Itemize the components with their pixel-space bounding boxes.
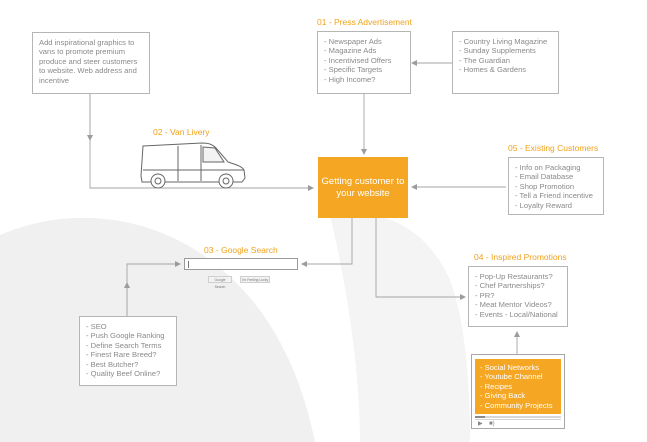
list-item: Shop Promotion: [515, 182, 597, 191]
video-screen[interactable]: Social Networks Youtube Channel Recipes …: [475, 359, 561, 414]
list-item: Newspaper Ads: [324, 37, 404, 46]
center-goal-box: Getting customer to your website: [318, 157, 408, 218]
van-description: Add inspirational graphics to vans to pr…: [39, 38, 138, 85]
list-item: Events - Local/National: [475, 310, 561, 319]
list-item: Email Database: [515, 172, 597, 181]
press-ads-box: Newspaper Ads Magazine Ads Incentivised …: [317, 31, 411, 94]
center-label: Getting customer to your website: [321, 175, 405, 199]
video-player[interactable]: Social Networks Youtube Channel Recipes …: [471, 354, 565, 429]
volume-icon[interactable]: ■): [489, 421, 495, 427]
list-item: Incentivised Offers: [324, 56, 404, 65]
list-item: Loyalty Reward: [515, 201, 597, 210]
list-item: Finest Rare Breed?: [86, 350, 170, 359]
section-title-press: 01 - Press Advertisement: [317, 17, 412, 27]
text-cursor: [188, 261, 189, 268]
list-item: Community Projects: [480, 401, 556, 410]
list-item: Giving Back: [480, 391, 556, 400]
list-item: Specific Targets: [324, 65, 404, 74]
list-item: Meat Mentor Videos?: [475, 300, 561, 309]
list-item: Country Living Magazine: [459, 37, 552, 46]
video-controls: ▶ ■): [475, 419, 561, 427]
play-icon[interactable]: ▶: [478, 421, 483, 427]
section-title-promotions: 04 - Inspired Promotions: [474, 252, 567, 262]
list-item: Recipes: [480, 382, 556, 391]
list-item: Info on Packaging: [515, 163, 597, 172]
feeling-lucky-button[interactable]: I'm Feeling Lucky: [240, 276, 270, 283]
google-search-button[interactable]: Google Search: [208, 276, 232, 289]
list-item: Sunday Supplements: [459, 46, 552, 55]
list-item: Push Google Ranking: [86, 331, 170, 340]
list-item: PR?: [475, 291, 561, 300]
seo-box: SEO Push Google Ranking Define Search Te…: [79, 316, 177, 386]
list-item: Best Butcher?: [86, 360, 170, 369]
section-title-google: 03 - Google Search: [204, 245, 278, 255]
section-title-van: 02 - Van Livery: [153, 127, 210, 137]
list-item: SEO: [86, 322, 170, 331]
video-progress-bar[interactable]: [475, 416, 561, 418]
list-item: Quality Beef Online?: [86, 369, 170, 378]
publications-box: Country Living Magazine Sunday Supplemen…: [452, 31, 559, 94]
promotions-box: Pop-Up Restaurants? Chef Partnerships? P…: [468, 266, 568, 327]
existing-customers-box: Info on Packaging Email Database Shop Pr…: [508, 157, 604, 215]
list-item: Tell a Friend incentive: [515, 191, 597, 200]
list-item: Youtube Channel: [480, 372, 556, 381]
list-item: Social Networks: [480, 363, 556, 372]
list-item: The Guardian: [459, 56, 552, 65]
list-item: Pop-Up Restaurants?: [475, 272, 561, 281]
list-item: High Income?: [324, 75, 404, 84]
list-item: Define Search Terms: [86, 341, 170, 350]
list-item: Chef Partnerships?: [475, 281, 561, 290]
list-item: Homes & Gardens: [459, 65, 552, 74]
van-illustration: [140, 142, 246, 189]
section-title-existing: 05 - Existing Customers: [508, 143, 599, 153]
list-item: Magazine Ads: [324, 46, 404, 55]
video-progress-fill: [475, 416, 486, 418]
van-text-box: Add inspirational graphics to vans to pr…: [32, 32, 150, 94]
search-input[interactable]: [184, 258, 298, 270]
